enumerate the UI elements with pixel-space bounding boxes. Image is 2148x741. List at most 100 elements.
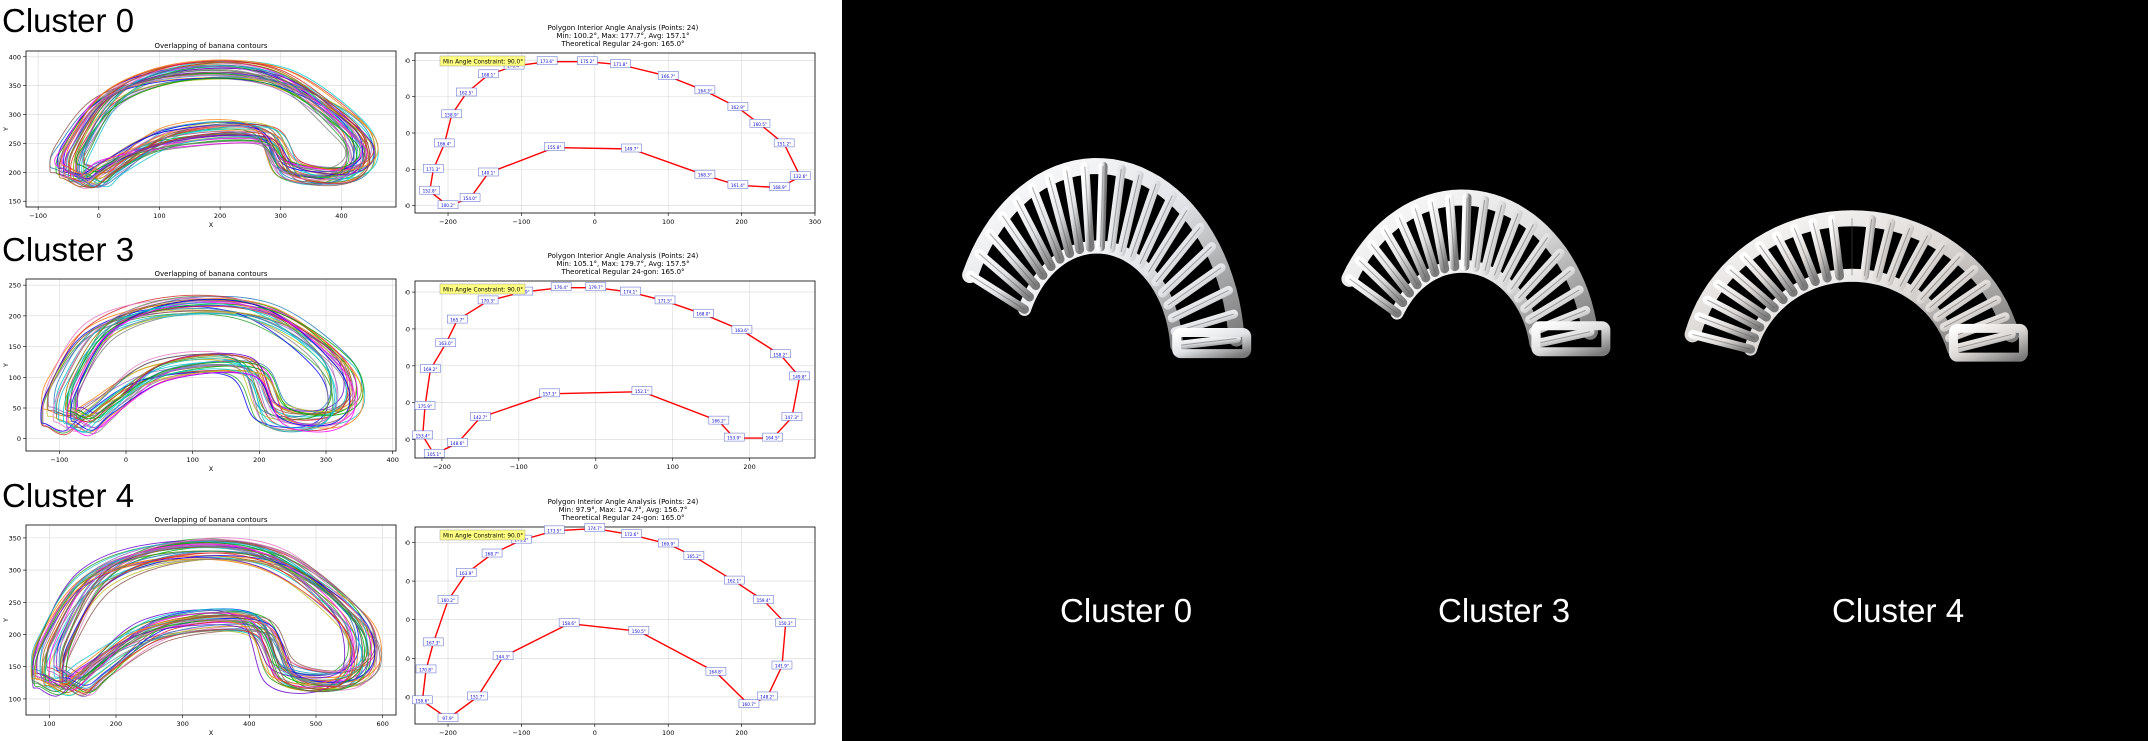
rib-shadow [1943, 299, 1998, 328]
angle-label: 167.3° [423, 637, 444, 647]
angle-label-box [621, 529, 642, 538]
polygon-title-line-1: Min: 105.1°, Max: 179.7°, Avg: 157.5° [556, 260, 689, 268]
angle-label-text: 165.2° [687, 554, 701, 559]
angle-label: 168.0° [693, 308, 714, 318]
overlay-frame [25, 524, 397, 716]
polygon-tick-label-x: 100 [662, 729, 674, 737]
angle-label-box [738, 699, 760, 708]
angle-label-text: 150.5° [632, 629, 646, 634]
angle-label: 179.7° [585, 282, 607, 291]
angle-label-box [437, 713, 459, 722]
rib-shadow [1759, 244, 1794, 293]
overlay-tick-label-x: 200 [214, 212, 226, 220]
angle-label-box [773, 138, 795, 148]
angle-label-box [447, 438, 468, 447]
angle-label: 151.7° [467, 691, 488, 701]
overlay-tick-label-x: 400 [243, 720, 255, 728]
overlay-chart-title: Overlapping of banana contours [155, 516, 268, 524]
angle-label-text: 165.7° [450, 318, 464, 323]
angle-label-box [775, 618, 796, 627]
cluster-3-polygon-chart: Polygon Interior Angle Analysis (Points:… [405, 252, 816, 471]
rib-shadow [1863, 219, 1873, 277]
cluster-4-overlay-chart: Overlapping of banana contours 100 200 300 4… [2, 516, 397, 737]
min-angle-annotation: Min Angle Constraint: 90.0° [439, 529, 526, 541]
angle-label-text: 142.7° [473, 415, 487, 420]
rib-shadow [1729, 269, 1775, 309]
rib-shadow [1775, 235, 1805, 287]
cluster-3-title: Cluster 3 [2, 231, 135, 268]
angle-label-text: 158.2° [773, 352, 787, 357]
angle-label: 165.2° [683, 551, 705, 560]
annotation-text: Min Angle Constraint: 90.0° [443, 60, 523, 66]
rib-shadow [1002, 215, 1044, 276]
min-angle-annotation: Min Angle Constraint: 90.0° [439, 283, 526, 295]
polygon-tick-label-y: −100 [405, 436, 410, 444]
angle-label-box [693, 308, 714, 318]
angle-label-box [771, 660, 793, 670]
banana-contour [70, 295, 363, 417]
overlay-tick-label-x: 200 [110, 720, 122, 728]
angle-label-text: 174.1° [623, 290, 637, 295]
rib-shadow [1167, 267, 1222, 306]
banana-contour [58, 70, 367, 177]
angle-label-box [459, 193, 481, 202]
rib-shadow [1953, 333, 2012, 350]
rib-shadow [978, 253, 1030, 298]
rib-shadow [1349, 278, 1398, 314]
analysis-panel: Cluster 0 Cluster 3 Cluster 4 Overlappin… [0, 0, 842, 741]
angle-label: 163.0° [435, 338, 457, 347]
rib-shadow [1524, 270, 1571, 309]
angle-label: 157.3° [539, 388, 560, 398]
overlay-tick-label-y: 250 [9, 282, 21, 290]
polygon-title-line-2: Theoretical Regular 24-gon: 165.0° [560, 40, 684, 48]
clip-frame [1948, 323, 2028, 362]
polygon-tick-label-x: −100 [512, 218, 530, 226]
angle-label-box [435, 338, 457, 347]
clip-frame [1172, 328, 1252, 359]
angle-label-box [789, 371, 810, 381]
angle-label-box [437, 200, 459, 209]
angle-label-box [694, 85, 716, 95]
angle-label-text: 163.0° [439, 341, 453, 346]
angle-label: 151.2° [773, 138, 795, 148]
angle-label: 169.9° [657, 538, 679, 548]
polygon-title-line-0: Polygon Interior Angle Analysis (Points:… [548, 252, 699, 260]
angle-label: 147.3° [781, 412, 803, 421]
overlay-tick-label-y: 350 [9, 82, 21, 90]
overlay-chart-title: Overlapping of banana contours [155, 42, 268, 50]
angle-label: 150.6° [412, 695, 433, 705]
angle-label: 158.6° [558, 618, 580, 627]
angle-label-text: 162.1° [727, 579, 741, 584]
angle-label-text: 179.7° [589, 285, 603, 290]
angle-label: 155.8° [544, 142, 565, 151]
banana-contour [65, 65, 349, 181]
angle-label-text: 168.3° [698, 173, 712, 178]
end-clip [1531, 321, 1611, 357]
angle-label-box [769, 182, 791, 191]
angle-label-text: 155.8° [547, 145, 561, 150]
angle-label-box [423, 637, 444, 647]
angle-label-text: 173.6° [540, 59, 554, 64]
overlay-x-axis-label: X [209, 221, 214, 229]
polygon-title-line-2: Theoretical Regular 24-gon: 165.0° [560, 514, 684, 522]
rib-shadow [1510, 237, 1548, 290]
angle-label-text: 158.9° [445, 112, 459, 117]
angle-label: 154.0° [459, 193, 481, 202]
rib-shadow [1812, 222, 1828, 279]
angle-label-text: 176.4° [554, 285, 568, 290]
angle-label: 168.3° [694, 169, 716, 179]
angle-label: 162.9° [727, 102, 749, 111]
annotation-box [439, 529, 526, 541]
rib-shadow [1717, 283, 1767, 318]
rib-shadow [1084, 166, 1091, 248]
angle-label-text: 171.3° [426, 167, 440, 172]
polygon-tick-label-x: 0 [594, 463, 598, 471]
overlay-tick-label-x: 100 [153, 212, 165, 220]
angle-label: 176.4° [550, 282, 572, 291]
banana-contour [59, 539, 364, 696]
angle-label: 152.1° [631, 386, 653, 395]
polygon-tick-label-y: 100 [405, 57, 410, 65]
angle-label-text: 153.4° [416, 433, 430, 438]
angle-label-text: 175.9° [418, 404, 432, 409]
polygon-tick-label-y: −100 [405, 202, 410, 210]
